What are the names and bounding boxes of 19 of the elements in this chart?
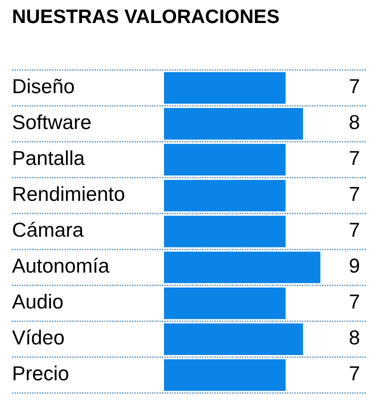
y-tick-label: Precio: [14, 366, 68, 380]
y-tick-label: Cámara: [13, 222, 84, 237]
chart-title: NUESTRAS VALORACIONES: [13, 9, 279, 24]
data-label: 8: [350, 114, 360, 130]
data-label: 7: [350, 151, 359, 165]
y-tick-label: Autonomía: [12, 258, 110, 273]
y-tick-label: Diseño: [14, 78, 74, 94]
y-tick-label: Software: [12, 114, 91, 130]
data-label: 7: [350, 79, 359, 94]
data-label: 8: [350, 330, 360, 345]
data-label: 7: [350, 294, 359, 308]
y-tick-label: Rendimiento: [14, 186, 124, 202]
data-label: 9: [350, 258, 360, 273]
y-tick-label: Audio: [12, 294, 63, 309]
y-tick-label: Pantalla: [14, 150, 85, 166]
data-label: 7: [350, 186, 359, 201]
data-label: 7: [350, 222, 359, 237]
y-tick-label: Vídeo: [12, 330, 64, 345]
data-label: 7: [350, 366, 359, 380]
